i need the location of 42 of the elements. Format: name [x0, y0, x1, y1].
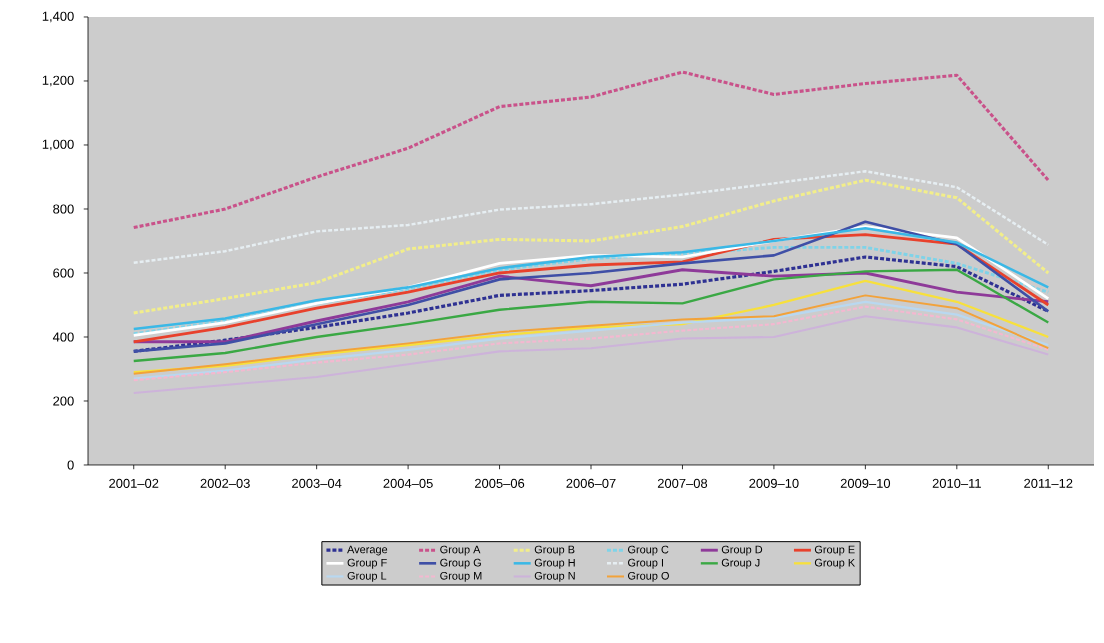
y-tick-label: 200: [53, 396, 74, 406]
y-tick-label: 1,000: [42, 139, 74, 151]
legend-label: Group M: [440, 571, 482, 582]
line-series: [132, 169, 1050, 264]
legend-label: Group L: [347, 571, 387, 582]
legend-label: Group I: [628, 558, 663, 569]
legend-label: Group E: [814, 545, 855, 556]
x-tick-label: 2005–06: [475, 478, 525, 488]
x-tick-label: 2009–10: [749, 478, 799, 488]
line-series: [132, 70, 1050, 230]
legend-label: Group A: [440, 545, 481, 556]
legend-label: Group F: [347, 558, 387, 569]
legend-label: Group K: [814, 558, 856, 569]
y-tick-label: 400: [52, 332, 74, 342]
line-series: [132, 315, 1050, 395]
legend-label: Average: [347, 545, 388, 556]
legend-label: Group C: [628, 545, 669, 556]
x-tick-label: 2007–08: [657, 478, 708, 488]
legend-label: Group N: [534, 571, 575, 582]
legend-label: Group O: [628, 571, 669, 582]
legend-label: Group H: [534, 558, 575, 569]
x-tick-label: 2003–04: [292, 478, 342, 488]
line-series: [132, 268, 1050, 363]
x-tick-label: 2009–10: [840, 478, 891, 488]
y-tick-label: 0: [67, 460, 74, 470]
y-tick-label: 800: [53, 204, 74, 214]
legend-label: Group G: [440, 558, 481, 569]
legend-label: Group J: [721, 558, 760, 569]
line-series: [132, 178, 1050, 315]
legend-label: Group B: [534, 545, 575, 556]
legend-label: Group D: [721, 545, 763, 556]
x-tick-label: 2004–05: [383, 478, 433, 488]
y-tick-label: 1,400: [42, 11, 74, 23]
line-series: [132, 220, 1050, 353]
x-tick-label: 2001–02: [109, 478, 159, 488]
x-tick-label: 2010–11: [932, 478, 981, 488]
line-series: [132, 279, 1050, 374]
x-tick-label: 2006–07: [566, 478, 616, 488]
x-tick-label: 2011–12: [1024, 478, 1073, 488]
y-tick-label: 600: [53, 268, 74, 278]
x-tick-label: 2002–03: [200, 478, 250, 488]
y-tick-label: 1,200: [42, 75, 74, 87]
